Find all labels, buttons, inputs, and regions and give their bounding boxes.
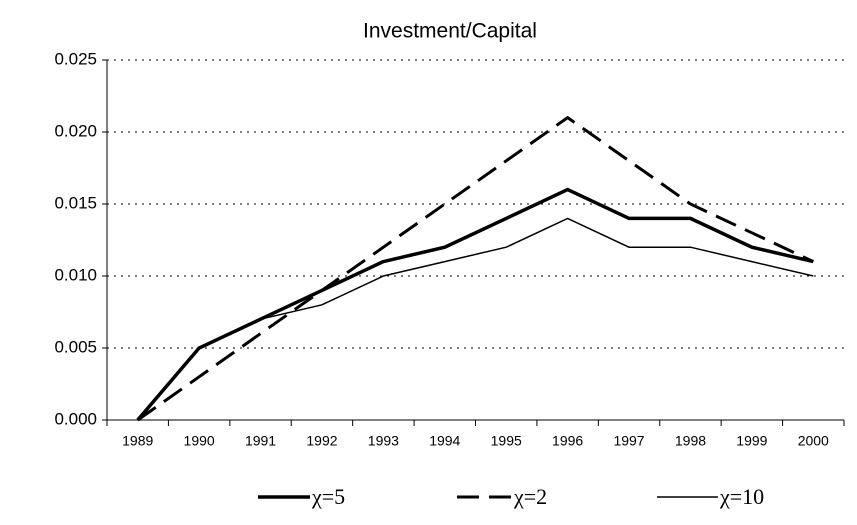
x-tick-label: 2000 <box>798 433 829 449</box>
x-tick-label: 1992 <box>306 433 337 449</box>
x-tick-label: 1995 <box>491 433 522 449</box>
y-tick-label: 0.005 <box>54 337 97 356</box>
y-tick-label: 0.015 <box>54 193 97 212</box>
y-tick-label: 0.020 <box>54 121 97 140</box>
chart-title: Investment/Capital <box>363 20 537 43</box>
x-tick-label: 1989 <box>122 433 153 449</box>
x-tick-label: 1993 <box>368 433 399 449</box>
x-tick-label: 1991 <box>245 433 276 449</box>
x-tick-label: 1998 <box>675 433 706 449</box>
series-line <box>136 187 814 422</box>
x-tick-label: 1996 <box>552 433 583 449</box>
x-tick-label: 1990 <box>184 433 215 449</box>
y-tick-label: 0.000 <box>54 409 97 428</box>
legend-label: χ=10 <box>719 484 764 509</box>
y-tick-label: 0.010 <box>54 265 97 284</box>
x-tick-label: 1994 <box>429 433 460 449</box>
legend-label: χ=2 <box>513 484 547 509</box>
series-line <box>136 115 814 422</box>
legend-label: χ=5 <box>311 484 345 509</box>
x-tick-label: 1999 <box>736 433 767 449</box>
x-tick-label: 1997 <box>613 433 644 449</box>
series-line <box>137 217 814 421</box>
y-tick-label: 0.025 <box>54 49 97 68</box>
